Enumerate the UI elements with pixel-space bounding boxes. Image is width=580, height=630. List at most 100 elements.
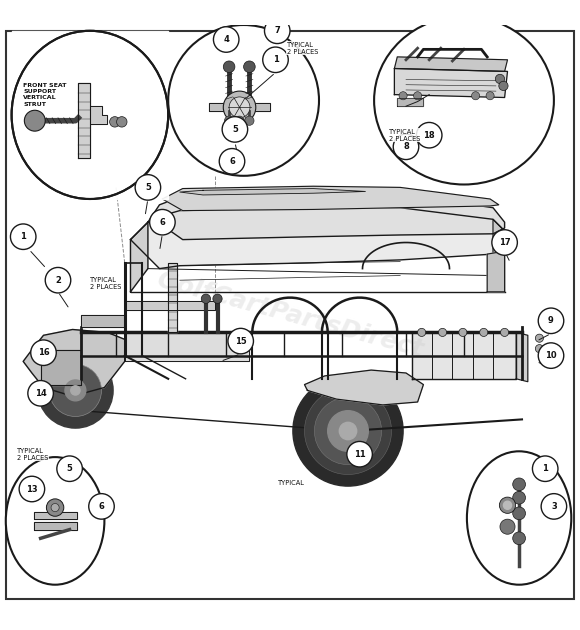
Circle shape [513,491,525,504]
Polygon shape [493,219,505,292]
Polygon shape [130,222,148,292]
Circle shape [535,345,543,353]
Polygon shape [41,350,81,384]
Circle shape [314,398,382,465]
Circle shape [222,117,248,142]
Polygon shape [397,98,423,106]
Text: TYPICAL
2 PLACES: TYPICAL 2 PLACES [389,129,420,142]
Circle shape [229,97,250,118]
Text: 6: 6 [160,218,165,227]
Polygon shape [394,57,508,71]
Polygon shape [130,208,505,268]
Circle shape [135,175,161,200]
Circle shape [513,507,525,520]
Circle shape [19,476,45,501]
Text: TYPICAL
2 PLACES: TYPICAL 2 PLACES [287,42,318,55]
Circle shape [472,92,480,100]
Circle shape [49,364,102,416]
Polygon shape [78,83,90,158]
Circle shape [541,494,567,519]
Circle shape [500,519,515,534]
Circle shape [503,501,512,509]
Circle shape [538,308,564,333]
Circle shape [513,478,525,491]
Circle shape [38,353,113,428]
Polygon shape [125,301,215,311]
Circle shape [244,61,255,72]
Text: 18: 18 [423,130,435,140]
Circle shape [110,117,120,127]
Text: 14: 14 [35,389,46,398]
Circle shape [235,116,244,125]
Polygon shape [304,370,423,405]
Ellipse shape [467,451,571,585]
Polygon shape [394,69,508,98]
Circle shape [393,134,419,159]
Circle shape [213,26,239,52]
Text: 3: 3 [551,502,557,511]
Circle shape [51,503,59,512]
Polygon shape [516,333,528,382]
Polygon shape [162,186,499,210]
Circle shape [201,294,211,304]
Text: 1: 1 [542,464,548,473]
Circle shape [24,110,45,131]
Circle shape [117,117,127,127]
Circle shape [480,328,488,336]
Text: 16: 16 [38,348,49,357]
Circle shape [499,497,516,513]
Circle shape [304,387,392,474]
Polygon shape [412,333,516,379]
Text: 1: 1 [20,232,26,241]
Text: 5: 5 [232,125,238,134]
Text: 4: 4 [223,35,229,44]
Circle shape [438,328,447,336]
Circle shape [418,328,426,336]
Circle shape [31,340,56,365]
Text: TYPICAL
2 PLACES: TYPICAL 2 PLACES [17,448,49,461]
Text: 13: 13 [26,484,38,493]
Circle shape [150,209,175,235]
Circle shape [65,380,86,401]
Text: 11: 11 [354,450,365,459]
Circle shape [535,334,543,342]
Text: 10: 10 [545,351,557,360]
Circle shape [532,456,558,481]
Polygon shape [23,329,125,396]
Circle shape [89,494,114,519]
Text: 7: 7 [274,26,280,35]
Circle shape [46,499,64,516]
Circle shape [459,328,467,336]
Circle shape [45,268,71,293]
Text: GolfCartPartsDirect: GolfCartPartsDirect [154,268,426,362]
Ellipse shape [6,457,104,585]
Polygon shape [209,103,270,111]
Polygon shape [180,188,365,195]
Circle shape [495,74,505,84]
Circle shape [501,328,509,336]
Circle shape [10,224,36,249]
Circle shape [538,343,564,369]
Polygon shape [34,512,77,519]
Text: 6: 6 [229,157,235,166]
Circle shape [213,294,222,304]
Polygon shape [34,522,77,530]
Ellipse shape [374,16,554,185]
Circle shape [245,116,254,125]
Text: 5: 5 [145,183,151,192]
Text: 2: 2 [55,276,61,285]
Text: 5: 5 [67,464,72,473]
Circle shape [263,47,288,72]
Polygon shape [125,333,249,362]
Text: TYPICAL
2 PLACES: TYPICAL 2 PLACES [90,277,121,290]
Circle shape [224,116,234,125]
Circle shape [499,81,508,91]
Circle shape [347,442,372,467]
Polygon shape [81,315,125,326]
Circle shape [328,411,368,451]
Polygon shape [487,251,505,292]
Circle shape [223,91,256,123]
Circle shape [219,149,245,174]
Text: 8: 8 [403,142,409,151]
Polygon shape [148,193,505,239]
